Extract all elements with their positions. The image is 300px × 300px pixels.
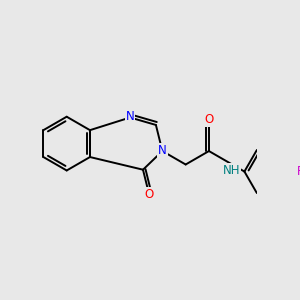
Text: F: F [297, 164, 300, 178]
Text: NH: NH [223, 164, 241, 177]
Text: N: N [126, 110, 134, 124]
Text: O: O [204, 113, 214, 126]
Text: O: O [144, 188, 154, 201]
Text: N: N [158, 144, 167, 157]
